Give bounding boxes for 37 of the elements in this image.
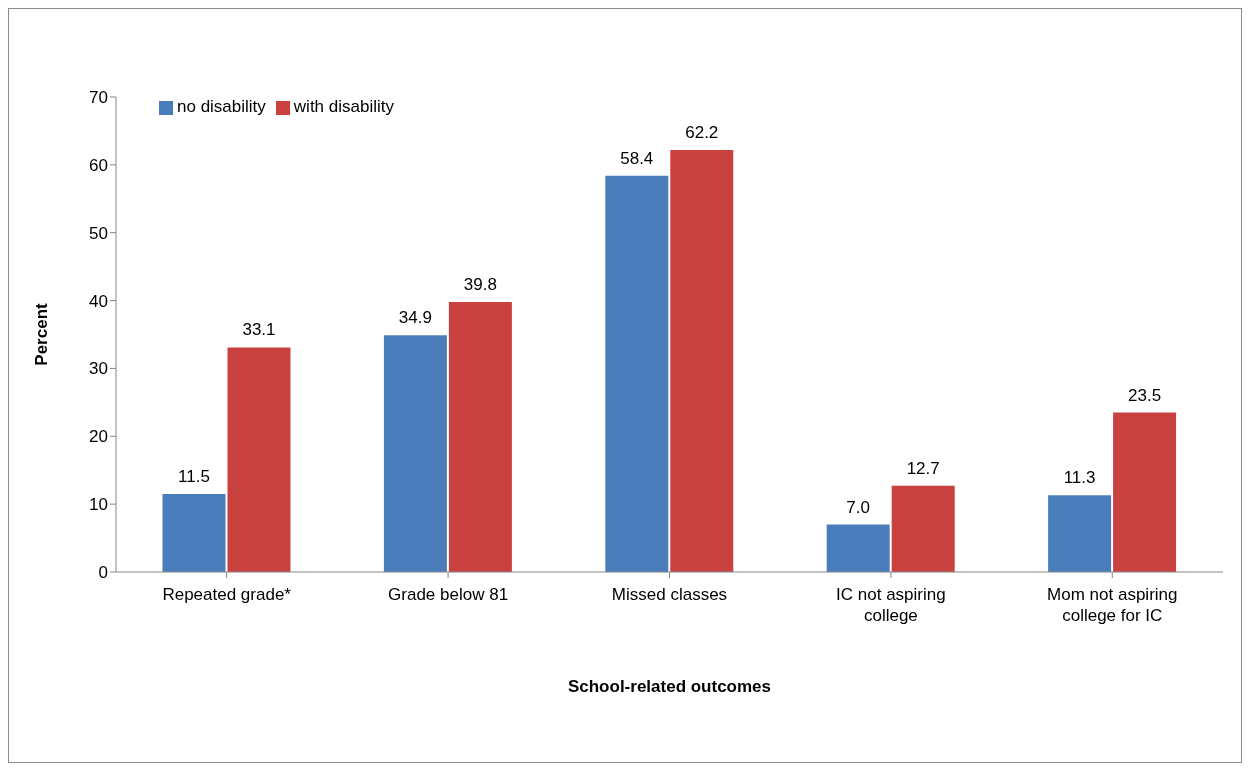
bar [227,347,291,572]
bar [448,301,512,572]
y-tick-label: 40 [89,291,108,311]
y-tick-label: 60 [89,155,108,175]
legend-label: with disability [293,97,394,116]
data-label: 12.7 [906,458,940,478]
data-label: 58.4 [620,148,654,168]
y-tick-label: 10 [89,495,108,515]
y-tick-label: 20 [89,427,108,447]
x-axis-title: School-related outcomes [567,677,772,696]
bar [891,485,955,572]
bar [605,175,669,572]
x-tick-label: Missed classes [611,585,728,604]
data-label: 34.9 [398,308,432,328]
x-tick-label: IC not aspiring college [836,585,946,625]
y-tick-label: 30 [89,359,108,379]
x-tick-label: Repeated grade* [162,585,292,604]
y-tick-label: 0 [98,563,108,583]
bar [162,493,226,572]
data-label: 11.3 [1063,468,1096,488]
data-label: 11.5 [178,466,210,486]
legend-label: no disability [177,97,266,116]
bar [1113,412,1177,572]
x-tick-label: Mom not aspiring college for IC [1047,585,1178,625]
data-label: 39.8 [463,274,497,294]
data-label: 62.2 [685,122,719,142]
bar [1048,495,1112,572]
y-tick-label: 70 [89,88,108,108]
y-axis-title: Percent [32,302,52,366]
data-label: 33.1 [242,320,276,340]
data-label: 23.5 [1128,385,1162,405]
x-tick-label: Grade below 81 [388,585,509,604]
bar [383,335,447,572]
data-label: 7.0 [846,497,871,517]
bar [670,149,734,572]
bar [826,524,890,572]
y-tick-label: 50 [89,223,108,243]
